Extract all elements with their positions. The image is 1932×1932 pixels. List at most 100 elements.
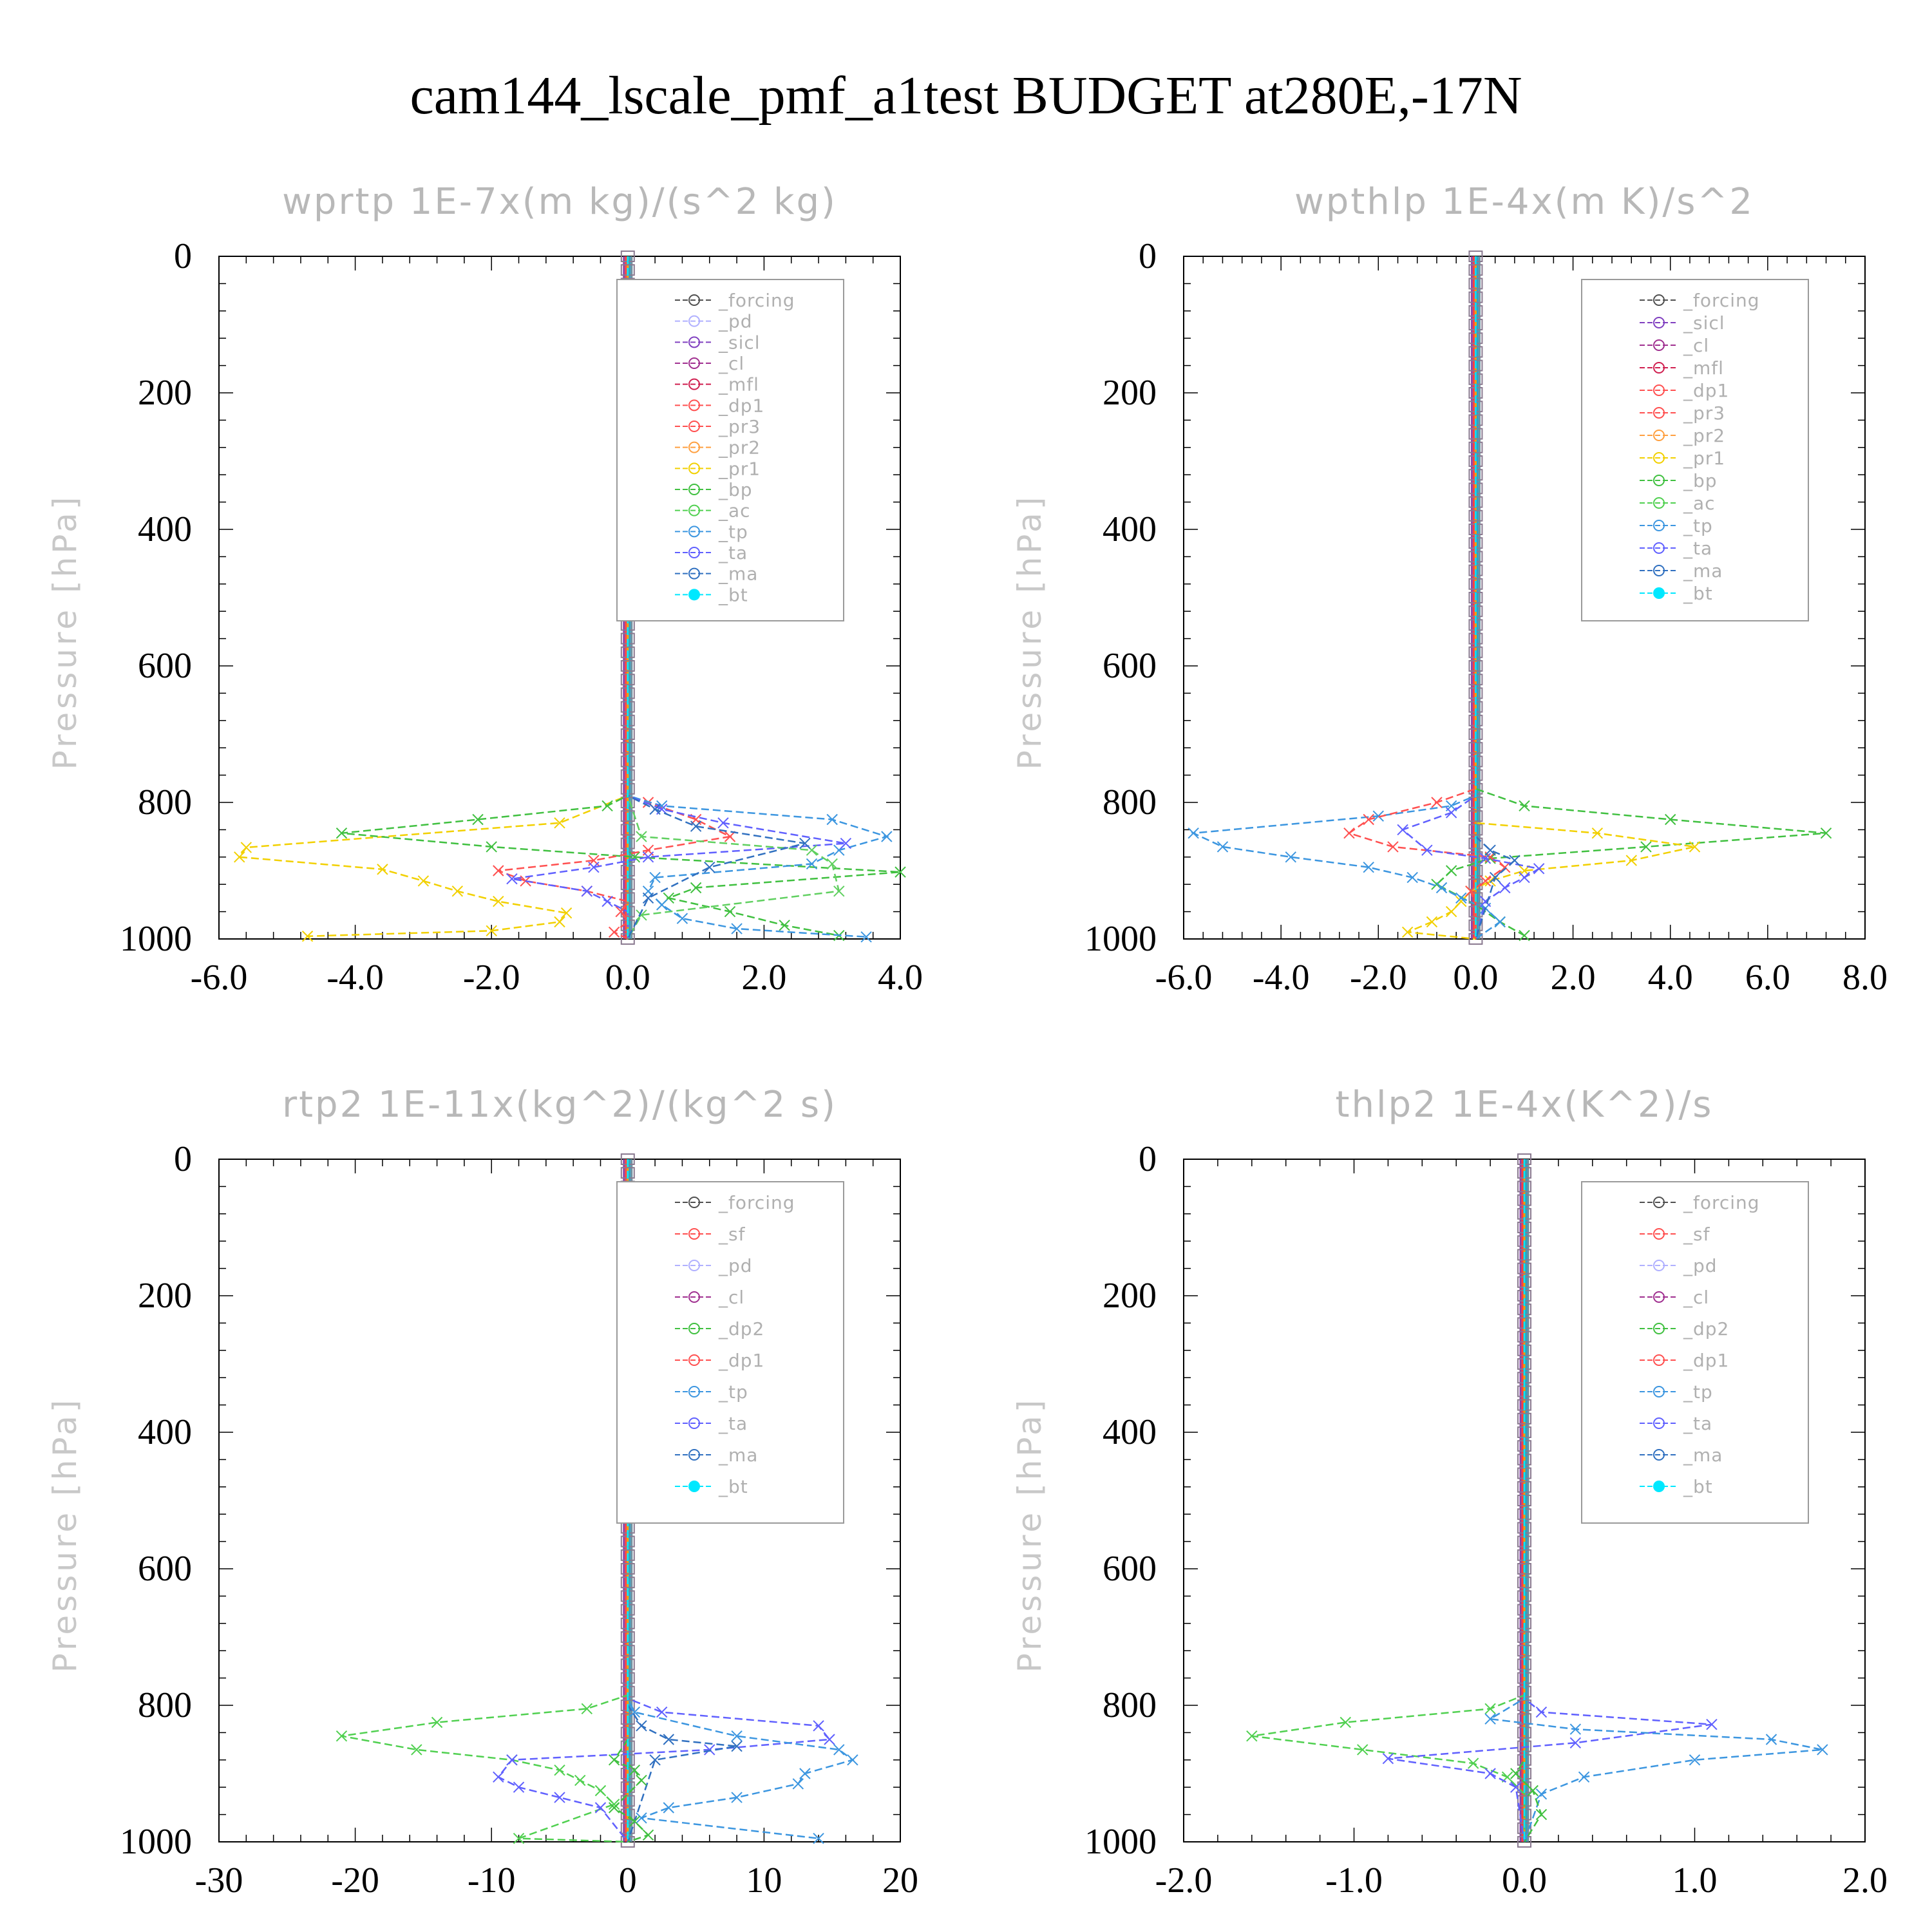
series-line-dp1 [1251, 1159, 1526, 1842]
zero-band-marker [1517, 1262, 1531, 1274]
series-line-ma [1475, 256, 1517, 940]
series-line-ta [511, 256, 846, 939]
data-point-ta [704, 1744, 715, 1756]
legend-label: _dp2 [718, 1318, 764, 1340]
data-point-ma [690, 820, 702, 832]
data-point-pr1 [1625, 855, 1637, 866]
panel-title: thlp2 1E-4x(K^2)/s [1336, 1084, 1714, 1126]
legend-label: _pr2 [718, 437, 761, 459]
data-point-bp [472, 813, 484, 826]
data-point-ta [601, 895, 613, 907]
data-point-dp1 [513, 1832, 525, 1844]
legend-marker [1653, 452, 1665, 464]
x-tick-label: 10 [746, 1861, 782, 1900]
zero-band-marker [1517, 1645, 1531, 1657]
x-tick-label: 20 [882, 1861, 918, 1900]
legend-marker [688, 504, 700, 516]
data-point-bp [690, 882, 702, 894]
legend-label: _forcing [718, 1192, 795, 1213]
data-point-pr1 [560, 907, 573, 919]
data-point-tp [731, 923, 743, 934]
data-point-ta [1382, 1752, 1394, 1765]
legend-marker [688, 526, 700, 538]
legend-label: _tp [1683, 1381, 1713, 1403]
y-tick-label: 400 [1103, 1412, 1157, 1452]
legend-marker [688, 1386, 700, 1397]
y-tick-label: 600 [1103, 646, 1157, 686]
x-tick-label: -10 [468, 1861, 516, 1900]
legend-marker [688, 315, 700, 327]
data-point-ta [581, 886, 593, 897]
data-point-ta [554, 1792, 565, 1803]
series-line-ta [497, 1159, 831, 1842]
plot-frame [218, 256, 901, 940]
data-point-tp [629, 1706, 641, 1718]
data-point-bp [1445, 865, 1457, 876]
data-point-dp2 [629, 1815, 641, 1827]
data-point-tp [1535, 1788, 1548, 1800]
legend-marker [1653, 1291, 1665, 1303]
data-point-dp1 [554, 1764, 565, 1776]
x-tick-label: 0.0 [605, 958, 650, 998]
data-point-dp1 [1467, 1757, 1479, 1769]
legend-marker [1653, 1323, 1665, 1334]
series-line-dp1 [1347, 256, 1506, 939]
zero-band-marker [1468, 810, 1483, 822]
zero-band-marker [620, 1713, 635, 1725]
legend-label: _tp [718, 1381, 748, 1403]
zero-band-marker [1468, 660, 1483, 672]
y-tick-label: 600 [1103, 1549, 1157, 1589]
data-point-ta [642, 851, 654, 863]
y-tick-label: 400 [138, 1412, 192, 1452]
legend-label: _cl [718, 353, 744, 374]
legend-label: _ma [1683, 1444, 1723, 1466]
data-point-dp1 [594, 1785, 607, 1797]
legend-marker [688, 336, 700, 348]
legend-box [1581, 279, 1809, 621]
data-point-tp [833, 1744, 845, 1756]
legend-marker [688, 1481, 700, 1492]
y-tick-label: 800 [1103, 1685, 1157, 1725]
x-tick-label: 4.0 [878, 958, 923, 998]
data-point-ta [1569, 1737, 1582, 1749]
data-point-tp [1363, 861, 1374, 873]
series-line-tp [1190, 256, 1502, 940]
legend-marker [688, 441, 700, 453]
data-point-tp [806, 858, 818, 870]
y-tick-label: 200 [1103, 1276, 1157, 1316]
legend-label: _cl [718, 1287, 744, 1308]
data-point-ma [649, 1754, 661, 1766]
legend-label: _sicl [718, 332, 761, 353]
data-point-ma [731, 1740, 743, 1752]
legend-marker [688, 294, 700, 306]
data-point-pr1 [377, 864, 388, 875]
data-point-tp [1455, 892, 1467, 904]
y-tick-label: 200 [138, 373, 192, 413]
legend-marker [1653, 294, 1665, 306]
zero-band-marker [1517, 1180, 1531, 1193]
data-point-pr1 [417, 875, 430, 887]
data-point-ta [1421, 844, 1433, 856]
legend-marker [1653, 565, 1665, 576]
legend-marker [1653, 1449, 1665, 1461]
legend-label: _pr3 [1683, 402, 1725, 424]
x-tick-label: -2.0 [1350, 958, 1407, 998]
y-tick-label: 0 [1139, 236, 1157, 276]
zero-band-marker [1517, 1331, 1531, 1343]
data-point-tp [1817, 1744, 1828, 1756]
data-point-dp2 [1527, 1785, 1539, 1797]
legend-label: _tp [1683, 515, 1713, 536]
data-point-ma [1489, 871, 1501, 884]
zero-band-marker [620, 1645, 635, 1657]
legend-marker [688, 357, 700, 369]
data-point-bp [1640, 841, 1652, 853]
legend-label: _bt [718, 1476, 748, 1497]
legend-marker [688, 1323, 700, 1334]
data-point-tp [676, 913, 688, 924]
zero-band-marker [1468, 428, 1483, 440]
data-point-pr1 [1591, 827, 1604, 839]
x-tick-label: 0.0 [1453, 958, 1498, 998]
data-point-ma [649, 803, 661, 815]
data-point-ma [636, 1720, 647, 1732]
